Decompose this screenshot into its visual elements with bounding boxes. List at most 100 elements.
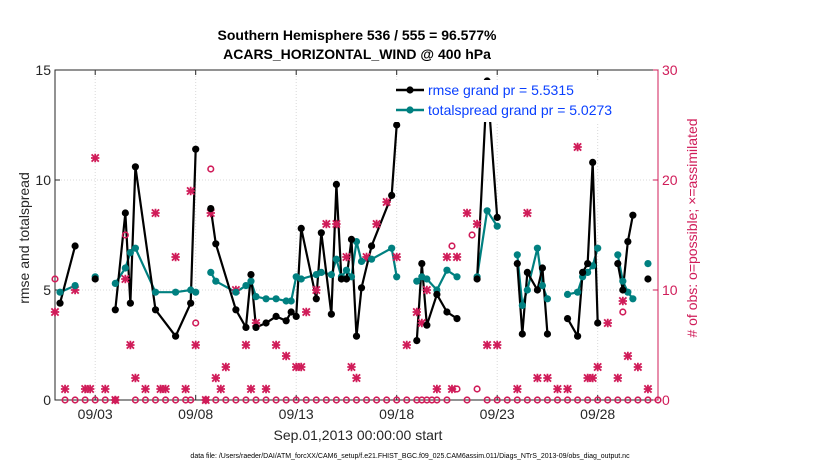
obs-assimilated-point xyxy=(462,208,472,218)
obs-assimilated-point xyxy=(291,362,301,372)
obs-assimilated-point xyxy=(442,252,452,262)
spread-point xyxy=(563,290,572,298)
obs-possible-point xyxy=(252,396,260,404)
spread-point xyxy=(594,244,602,252)
right-tick-label: 10 xyxy=(662,282,678,298)
obs-possible-point xyxy=(312,396,320,404)
spread-point xyxy=(393,273,401,281)
rmse-point xyxy=(332,180,340,188)
obs-assimilated-point xyxy=(372,219,381,229)
obs-assimilated-point xyxy=(201,395,210,405)
spread-point xyxy=(192,288,200,296)
obs-assimilated-point xyxy=(216,384,226,394)
obs-possible-point xyxy=(448,242,456,250)
spread-point xyxy=(247,277,255,285)
obs-assimilated-point xyxy=(342,252,351,262)
obs-possible-point xyxy=(619,308,627,316)
obs-assimilated-point xyxy=(90,153,100,163)
obs-possible-point xyxy=(302,396,310,404)
obs-possible-point xyxy=(342,396,351,404)
rmse-point xyxy=(172,332,180,340)
obs-assimilated-point xyxy=(513,384,522,394)
obs-possible-point xyxy=(141,396,150,404)
spread-point xyxy=(272,295,280,303)
spread-point xyxy=(172,288,180,296)
obs-assimilated-point xyxy=(447,384,457,394)
rmse-point xyxy=(388,191,396,199)
obs-possible-point xyxy=(523,396,531,404)
obs-assimilated-point xyxy=(422,285,432,295)
spread-point xyxy=(342,266,351,274)
obs-assimilated-point xyxy=(482,340,492,350)
spread-point xyxy=(483,207,491,215)
spread-point xyxy=(111,279,119,287)
rmse-point xyxy=(493,213,501,221)
rmse-point xyxy=(418,260,426,268)
rmse-point xyxy=(518,330,526,338)
obs-possible-point xyxy=(624,396,632,404)
spread-point xyxy=(56,288,64,296)
spread-point xyxy=(282,297,290,305)
rmse-point xyxy=(262,319,270,327)
obs-assimilated-point xyxy=(492,340,502,350)
rmse-point xyxy=(252,323,260,331)
obs-possible-point xyxy=(121,231,129,239)
spread-point xyxy=(523,286,531,294)
spread-line-segment xyxy=(616,254,634,300)
obs-possible-point xyxy=(172,396,180,404)
rmse-point xyxy=(538,264,547,272)
rmse-point xyxy=(297,224,305,232)
x-tick-label: 09/18 xyxy=(379,406,414,422)
spread-point xyxy=(212,277,220,285)
rmse-point xyxy=(614,260,622,268)
rmse-point xyxy=(594,319,602,327)
plot-area xyxy=(54,69,659,401)
x-tick-label: 09/13 xyxy=(279,406,314,422)
obs-possible-point xyxy=(563,396,572,404)
obs-assimilated-point xyxy=(101,384,110,394)
obs-possible-point xyxy=(553,396,562,404)
rmse-point xyxy=(242,323,250,331)
obs-possible-point xyxy=(91,396,99,404)
rmse-point xyxy=(187,299,195,307)
obs-possible-point xyxy=(212,396,220,404)
obs-assimilated-point xyxy=(281,351,291,361)
obs-possible-point xyxy=(393,396,401,404)
obs-possible-point xyxy=(332,396,341,404)
obs-possible-point xyxy=(403,396,411,404)
rmse-point xyxy=(91,275,99,283)
spread-point xyxy=(262,295,270,303)
obs-possible-point xyxy=(362,396,371,404)
obs-assimilated-point xyxy=(332,219,341,229)
rmse-point xyxy=(367,242,376,250)
rmse-point xyxy=(563,315,572,323)
rmse-point xyxy=(584,260,592,268)
spread-point xyxy=(413,277,421,285)
rmse-point xyxy=(443,308,451,316)
obs-assimilated-point xyxy=(618,296,628,306)
rmse-point xyxy=(629,211,637,219)
y-tick-label: 10 xyxy=(35,172,51,188)
rmse-point xyxy=(619,286,627,294)
spread-point xyxy=(584,268,592,276)
rmse-line-segment xyxy=(616,214,634,291)
obs-assimilated-point xyxy=(402,340,411,350)
rmse-line-segment xyxy=(114,149,197,339)
rmse-point xyxy=(347,235,356,243)
obs-assimilated-point xyxy=(60,384,70,394)
spread-point xyxy=(297,275,305,283)
obs-possible-point xyxy=(222,396,230,404)
legend-rmse-label: rmse grand pr = 5.5315 xyxy=(428,82,574,98)
spread-point xyxy=(644,260,652,268)
obs-assimilated-point xyxy=(261,384,271,394)
obs-assimilated-point xyxy=(553,384,562,394)
spread-point xyxy=(619,277,627,285)
obs-assimilated-point xyxy=(241,340,251,350)
spread-point xyxy=(126,249,134,257)
obs-assimilated-point xyxy=(131,373,140,383)
obs-assimilated-point xyxy=(633,362,643,372)
legend-spread-label: totalspread grand pr = 5.0273 xyxy=(428,102,612,118)
obs-assimilated-point xyxy=(322,219,331,229)
obs-assimilated-point xyxy=(573,142,582,152)
